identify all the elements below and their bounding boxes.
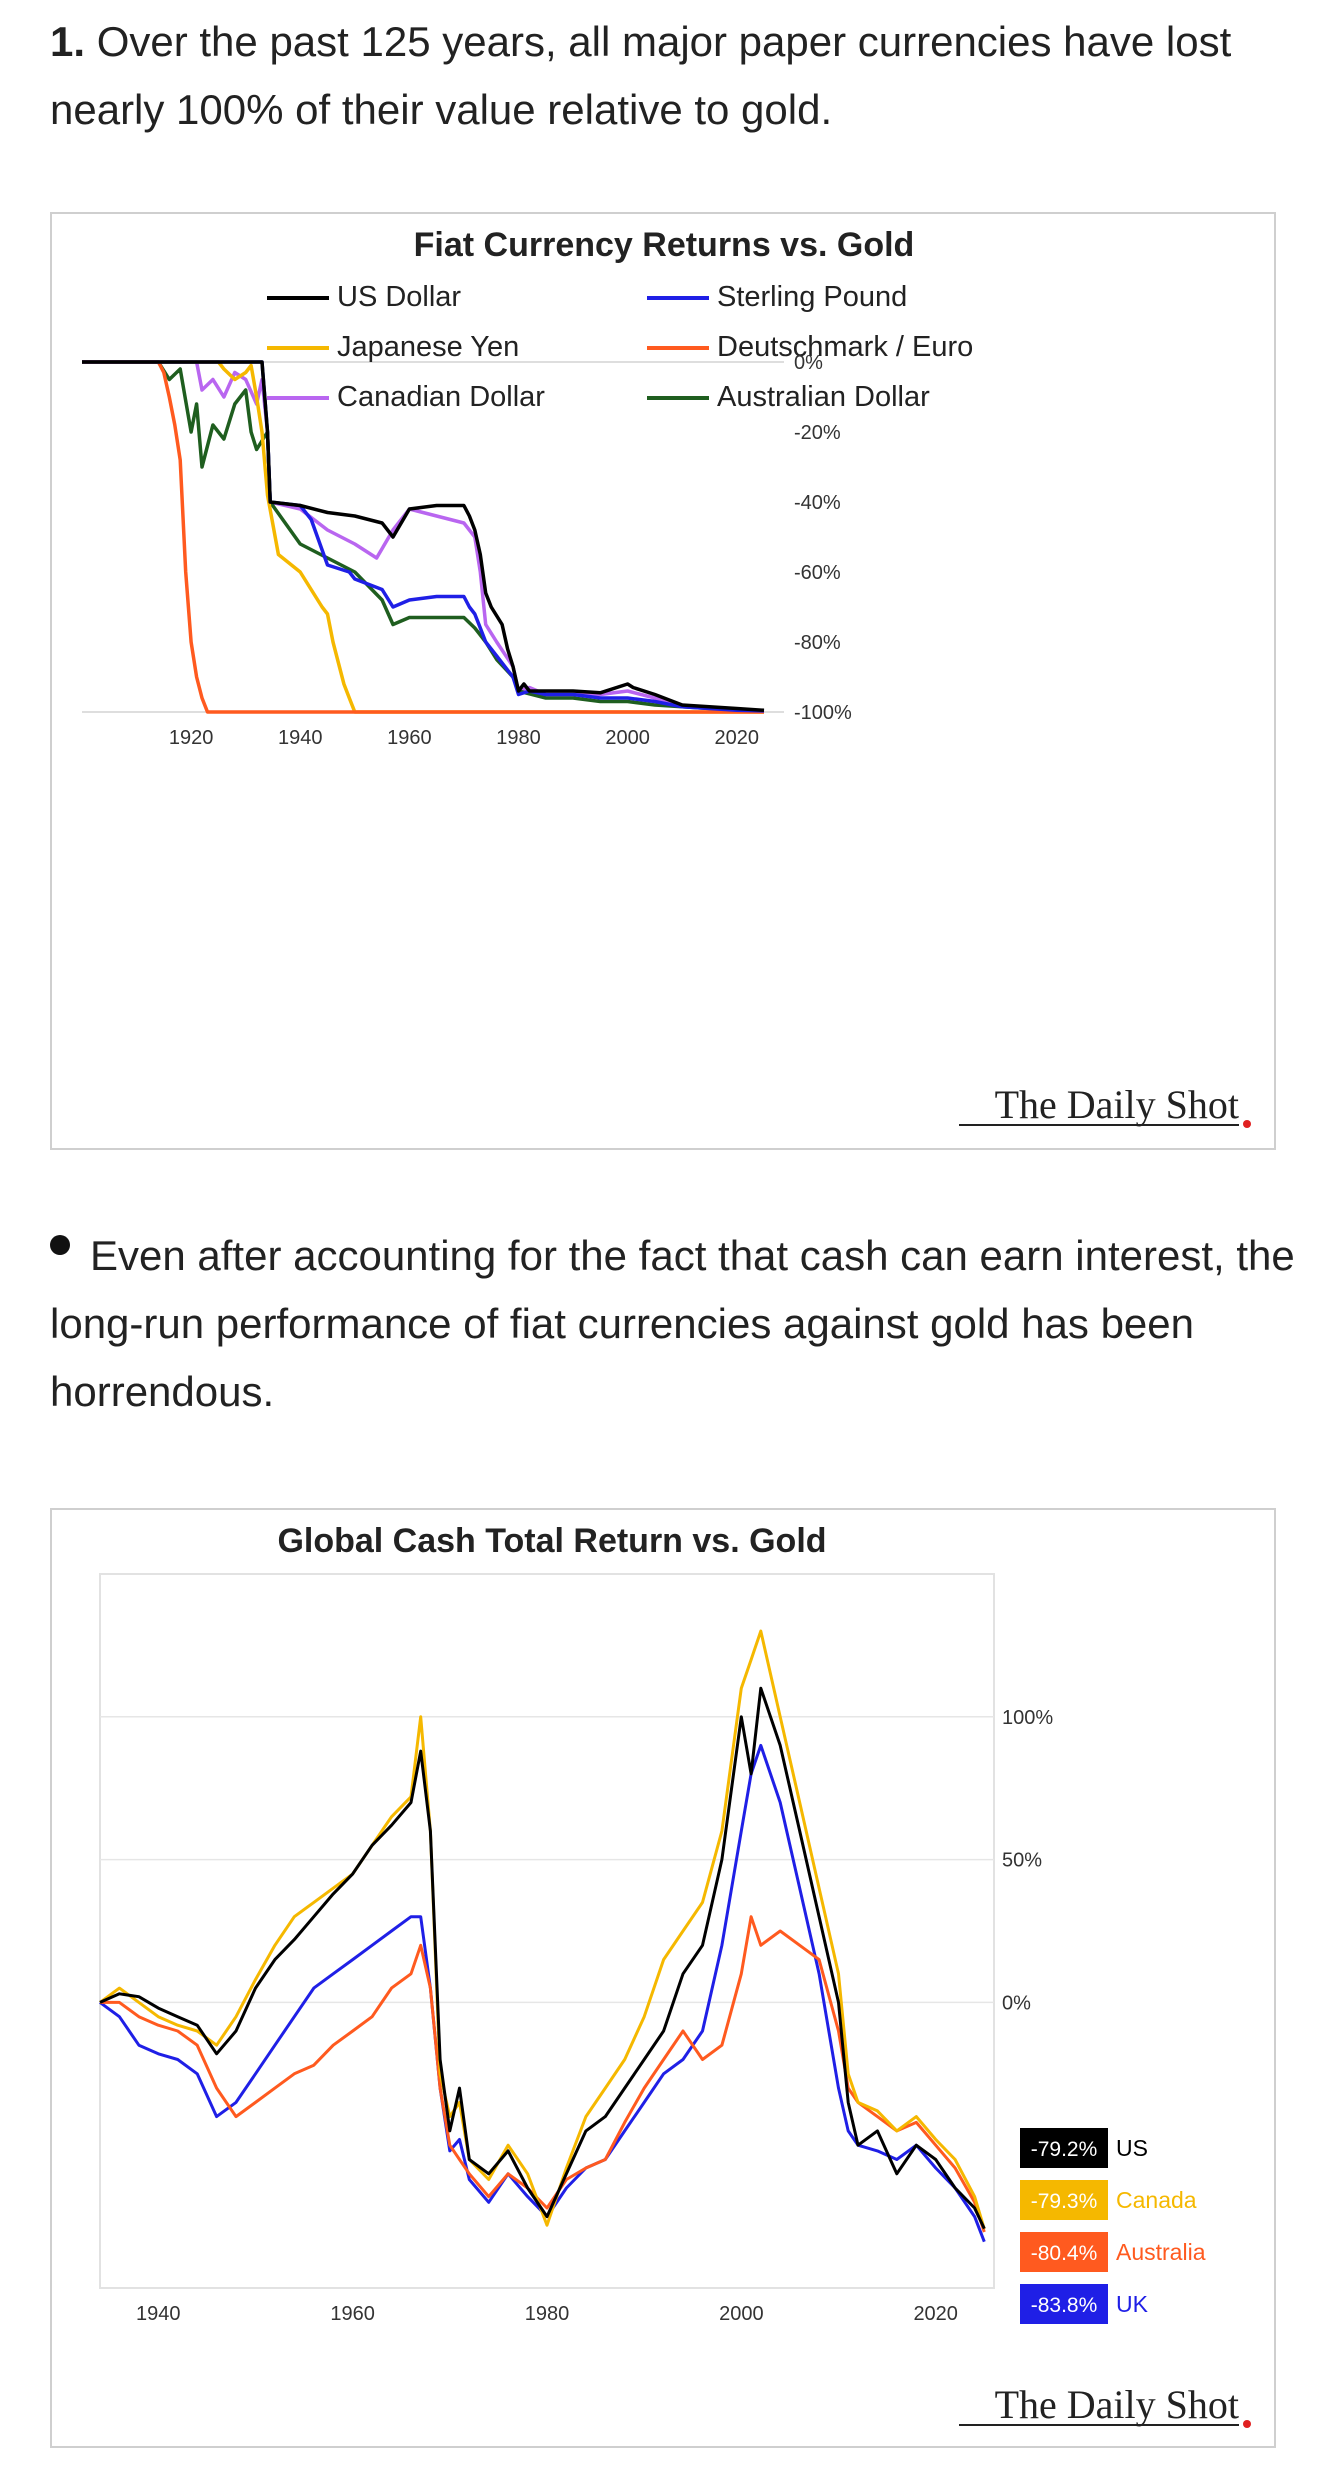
chart1-y-tick-label: -60% [794,562,841,584]
chart2-x-tick-label: 2020 [913,2303,958,2325]
daily-shot-logo-2-dot [1243,2420,1251,2428]
chart2-end-label-australia: -80.4% Australia [1020,2232,1206,2272]
chart2-end-label-name: Australia [1116,2239,1206,2265]
section2-text: Even after accounting for the fact that … [50,1232,1295,1415]
chart2-y-tick-label: 50% [1002,1850,1042,1872]
section1-text: Over the past 125 years, all major paper… [50,18,1232,133]
bullet-dot [50,1234,70,1255]
chart2-y-tick-label: 100% [1002,1707,1053,1729]
chart1-legend-item-sterling-pound: Sterling Pound [647,281,907,313]
chart2-x-tick-label: 1940 [136,2303,181,2325]
chart2-x-tick-label: 1960 [330,2303,375,2325]
section1-number: 1. [50,18,86,65]
chart2-end-label-value: -79.2% [1031,2138,1098,2161]
daily-shot-logo-text: The Daily Shot [995,1082,1239,1127]
chart1-y-tick-label: -20% [794,422,841,444]
chart1-x-tick-label: 1920 [169,727,214,749]
chart1-x-tick-label: 2000 [605,727,650,749]
chart1-series-us-dollar [82,360,765,713]
chart2-series-australia [100,1915,986,2233]
chart1-x-tick-label: 1940 [278,727,323,749]
chart2-x-tick-label: 2000 [719,2303,764,2325]
section1-paragraph: 1. Over the past 125 years, all major pa… [50,8,1300,144]
chart1-y-tick-label: -100% [794,702,852,724]
chart2-end-label-box [1020,2128,1108,2168]
chart1-legend-item-japanese-yen: Japanese Yen [267,331,519,363]
chart2-end-label-name: UK [1116,2291,1149,2317]
chart1-legend-label: Australian Dollar [717,381,930,413]
daily-shot-logo-2-text: The Daily Shot [995,2382,1239,2427]
chart1-y-tick-label: -80% [794,632,841,654]
chart2-end-label-value: -83.8% [1031,2294,1098,2317]
chart2-end-label-box [1020,2180,1108,2220]
chart1-legend-item-us-dollar: US Dollar [267,281,461,313]
chart1-series-sterling-pound [82,360,765,713]
chart1-x-tick-label: 2020 [714,727,759,749]
chart1-svg: Fiat Currency Returns vs. Gold US Dollar… [82,226,1251,1128]
chart2-end-label-name: Canada [1116,2187,1197,2213]
section2-paragraph: Even after accounting for the fact that … [50,1222,1300,1426]
chart1-legend-label: Japanese Yen [337,331,519,363]
chart2-end-label-box [1020,2284,1108,2324]
chart2-end-label-value: -79.3% [1031,2190,1098,2213]
chart1-title: Fiat Currency Returns vs. Gold [414,226,915,264]
daily-shot-logo: The Daily Shot [959,1082,1251,1128]
chart2-end-label-uk: -83.8% UK [1020,2284,1149,2324]
chart2-end-label-value: -80.4% [1031,2242,1098,2265]
chart1-x-tick-label: 1960 [387,727,432,749]
chart1-legend-label: Sterling Pound [717,281,907,313]
daily-shot-logo-dot [1243,1120,1251,1128]
chart2-end-label-name: US [1116,2135,1148,2161]
daily-shot-logo-2: The Daily Shot [959,2382,1251,2428]
chart1-legend-item-canadian-dollar: Canadian Dollar [267,381,545,413]
chart1-series-australian-dollar [82,360,765,714]
chart2-container: Global Cash Total Return vs. Gold 100% 50… [50,1508,1276,2448]
chart2-series-us [99,1686,986,2230]
chart1-series-deutschmark-euro [82,360,764,714]
chart2-title: Global Cash Total Return vs. Gold [277,1522,826,1560]
chart2-end-label-box [1020,2232,1108,2272]
chart2-end-label-canada: -79.3% Canada [1020,2180,1197,2220]
chart1-y-tick-label: 0% [794,352,823,374]
chart1-y-tick-label: -40% [794,492,841,514]
chart1-legend-label: US Dollar [337,281,461,313]
chart2-svg: Global Cash Total Return vs. Gold 100% 50… [99,1522,1251,2428]
chart2-series-canada [99,1629,986,2230]
chart2-series-uk [99,1743,986,2243]
chart2-plot-frame [99,1573,995,2289]
chart2-y-tick-label: 0% [1002,1992,1031,2014]
chart2-end-label-us: -79.2% US [1020,2128,1148,2168]
chart1-container: Fiat Currency Returns vs. Gold US Dollar… [50,212,1276,1150]
chart1-legend-label: Deutschmark / Euro [717,331,973,363]
chart1-legend-item-deutschmark-euro: Deutschmark / Euro [647,331,973,363]
chart2-x-tick-label: 1980 [525,2303,570,2325]
chart1-legend-item-australian-dollar: Australian Dollar [647,381,930,413]
chart1-legend-label: Canadian Dollar [337,381,545,413]
chart1-series-canadian-dollar [82,360,765,713]
chart1-x-tick-label: 1980 [496,727,540,749]
